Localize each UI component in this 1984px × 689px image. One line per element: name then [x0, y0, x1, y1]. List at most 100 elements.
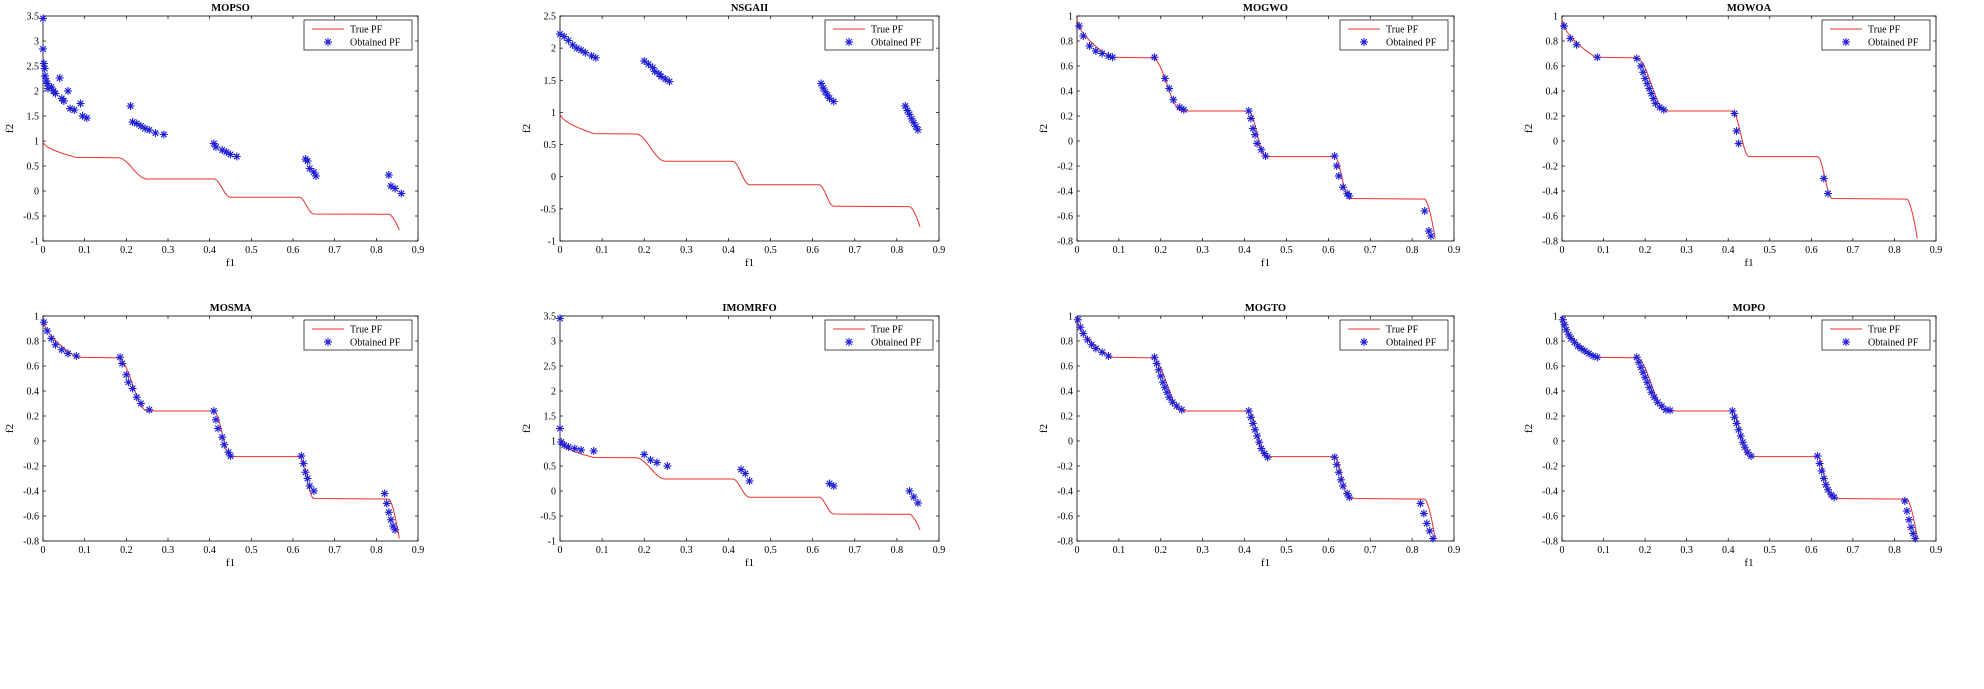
obtained-point: [1560, 320, 1569, 329]
x-tick-label: 0.6: [1805, 545, 1818, 556]
y-tick-label: 2.5: [27, 62, 40, 73]
obtained-point: [1585, 349, 1594, 358]
y-axis-label: f2: [1038, 424, 1050, 433]
obtained-point: [1572, 40, 1581, 49]
obtained-point: [1416, 499, 1425, 508]
obtained-point: [39, 45, 47, 53]
obtained-point: [1334, 468, 1343, 477]
obtained-point: [1425, 527, 1434, 535]
obtained-point: [380, 489, 389, 498]
obtained-point: [1156, 372, 1165, 380]
legend-obtained-pf-swatch: [845, 38, 853, 46]
plot-area: [42, 15, 419, 242]
y-tick-label: -1: [548, 237, 556, 248]
obtained-point: [1098, 348, 1107, 357]
obtained-point: [57, 345, 66, 354]
x-tick-label: 0.2: [120, 545, 133, 556]
y-axis-label: f2: [521, 424, 533, 433]
legend-box: [1339, 19, 1449, 51]
y-tick-label: -0.2: [1057, 462, 1073, 473]
x-tick-label: 0.5: [245, 245, 258, 256]
y-tick-label: -0.5: [540, 512, 556, 523]
x-tick-label: 0.4: [1238, 545, 1251, 556]
obtained-point: [118, 359, 127, 368]
legend-obtained-pf-swatch: [845, 338, 853, 346]
legend-true-pf-label: True PF: [350, 25, 383, 36]
x-tick-label: 0.2: [1639, 245, 1652, 256]
y-tick-label: 0.6: [27, 362, 40, 373]
y-tick-label: 1: [1553, 12, 1558, 23]
obtained-point: [663, 462, 672, 470]
x-tick-label: 0.9: [1930, 245, 1943, 256]
chart-title: IMOMRFO: [722, 303, 776, 314]
obtained-point: [1819, 174, 1828, 183]
obtained-point: [644, 60, 653, 69]
y-tick-label: 1: [1068, 12, 1073, 23]
obtained-point: [1817, 467, 1826, 475]
obtained-point: [1169, 95, 1178, 104]
obtained-point: [1154, 365, 1163, 374]
obtained-point: [1261, 152, 1270, 160]
obtained-point: [1560, 22, 1569, 30]
obtained-point: [1566, 34, 1575, 43]
obtained-point: [1632, 54, 1641, 63]
obtained-point: [1336, 475, 1345, 484]
obtained-point: [640, 450, 649, 459]
x-tick-label: 0.5: [1280, 545, 1293, 556]
x-tick-label: 0.6: [806, 545, 819, 556]
obtained-point: [1263, 453, 1272, 462]
legend-box: [303, 319, 413, 351]
obtained-point: [1332, 162, 1341, 170]
y-tick-label: 1: [1553, 312, 1558, 323]
obtained-point: [1819, 474, 1828, 483]
obtained-point: [825, 94, 834, 103]
x-axis-label: f1: [745, 557, 754, 569]
y-tick-label: 0.4: [1061, 387, 1074, 398]
legend-obtained-pf-swatch: [1360, 338, 1368, 346]
x-axis-label: f1: [1744, 257, 1753, 269]
x-tick-label: 0.2: [638, 245, 651, 256]
y-tick-label: -1: [548, 537, 556, 548]
obtained-point: [305, 482, 314, 490]
obtained-point: [159, 130, 168, 139]
subplot-mogwo: 0 0.1 0.2 0.3 0.4 0.5 0.6 0.7 0.8 0.9 -0.8 -0.6 -0.4…: [1038, 3, 1460, 269]
obtained-point: [309, 487, 318, 495]
legend-obtained-pf-swatch: [1842, 338, 1850, 346]
chart-title: MOPSO: [211, 3, 250, 14]
obtained-point: [59, 97, 68, 105]
legend-box: [303, 19, 413, 51]
obtained-point: [303, 474, 312, 483]
obtained-point: [1634, 358, 1643, 367]
obtained-point: [1165, 84, 1174, 93]
chart-title: MOGWO: [1243, 3, 1288, 14]
x-tick-label: 0.4: [203, 545, 216, 556]
x-tick-label: 0.9: [412, 545, 425, 556]
obtained-point: [652, 458, 661, 467]
x-tick-label: 0.7: [849, 545, 862, 556]
x-axis-label: f1: [1261, 257, 1270, 269]
y-tick-label: 1.5: [544, 412, 557, 423]
obtained-point: [299, 459, 308, 468]
obtained-point: [132, 393, 141, 402]
y-tick-label: -0.2: [23, 462, 39, 473]
plot-area: [559, 315, 940, 542]
obtained-point: [1345, 493, 1354, 502]
obtained-point: [1747, 452, 1756, 460]
obtained-point: [1593, 353, 1602, 362]
legend-obtained-pf-label: Obtained PF: [1868, 338, 1919, 349]
legend: True PF Obtained PF: [1339, 19, 1449, 51]
chart-title: MOWOA: [1727, 3, 1772, 14]
y-tick-label: -0.4: [1057, 187, 1073, 198]
x-tick-label: 0.4: [722, 545, 735, 556]
legend: True PF Obtained PF: [303, 319, 413, 351]
y-tick-label: -0.2: [1542, 462, 1558, 473]
obtained-point: [1732, 419, 1741, 428]
legend-box: [824, 319, 934, 351]
legend-true-pf-label: True PF: [350, 325, 383, 336]
obtained-point: [570, 444, 579, 453]
plot-area: [559, 15, 940, 242]
obtained-point: [39, 318, 48, 327]
x-tick-label: 0.7: [1364, 245, 1377, 256]
x-tick-label: 0.2: [1639, 545, 1652, 556]
x-axis-label: f1: [226, 257, 235, 269]
